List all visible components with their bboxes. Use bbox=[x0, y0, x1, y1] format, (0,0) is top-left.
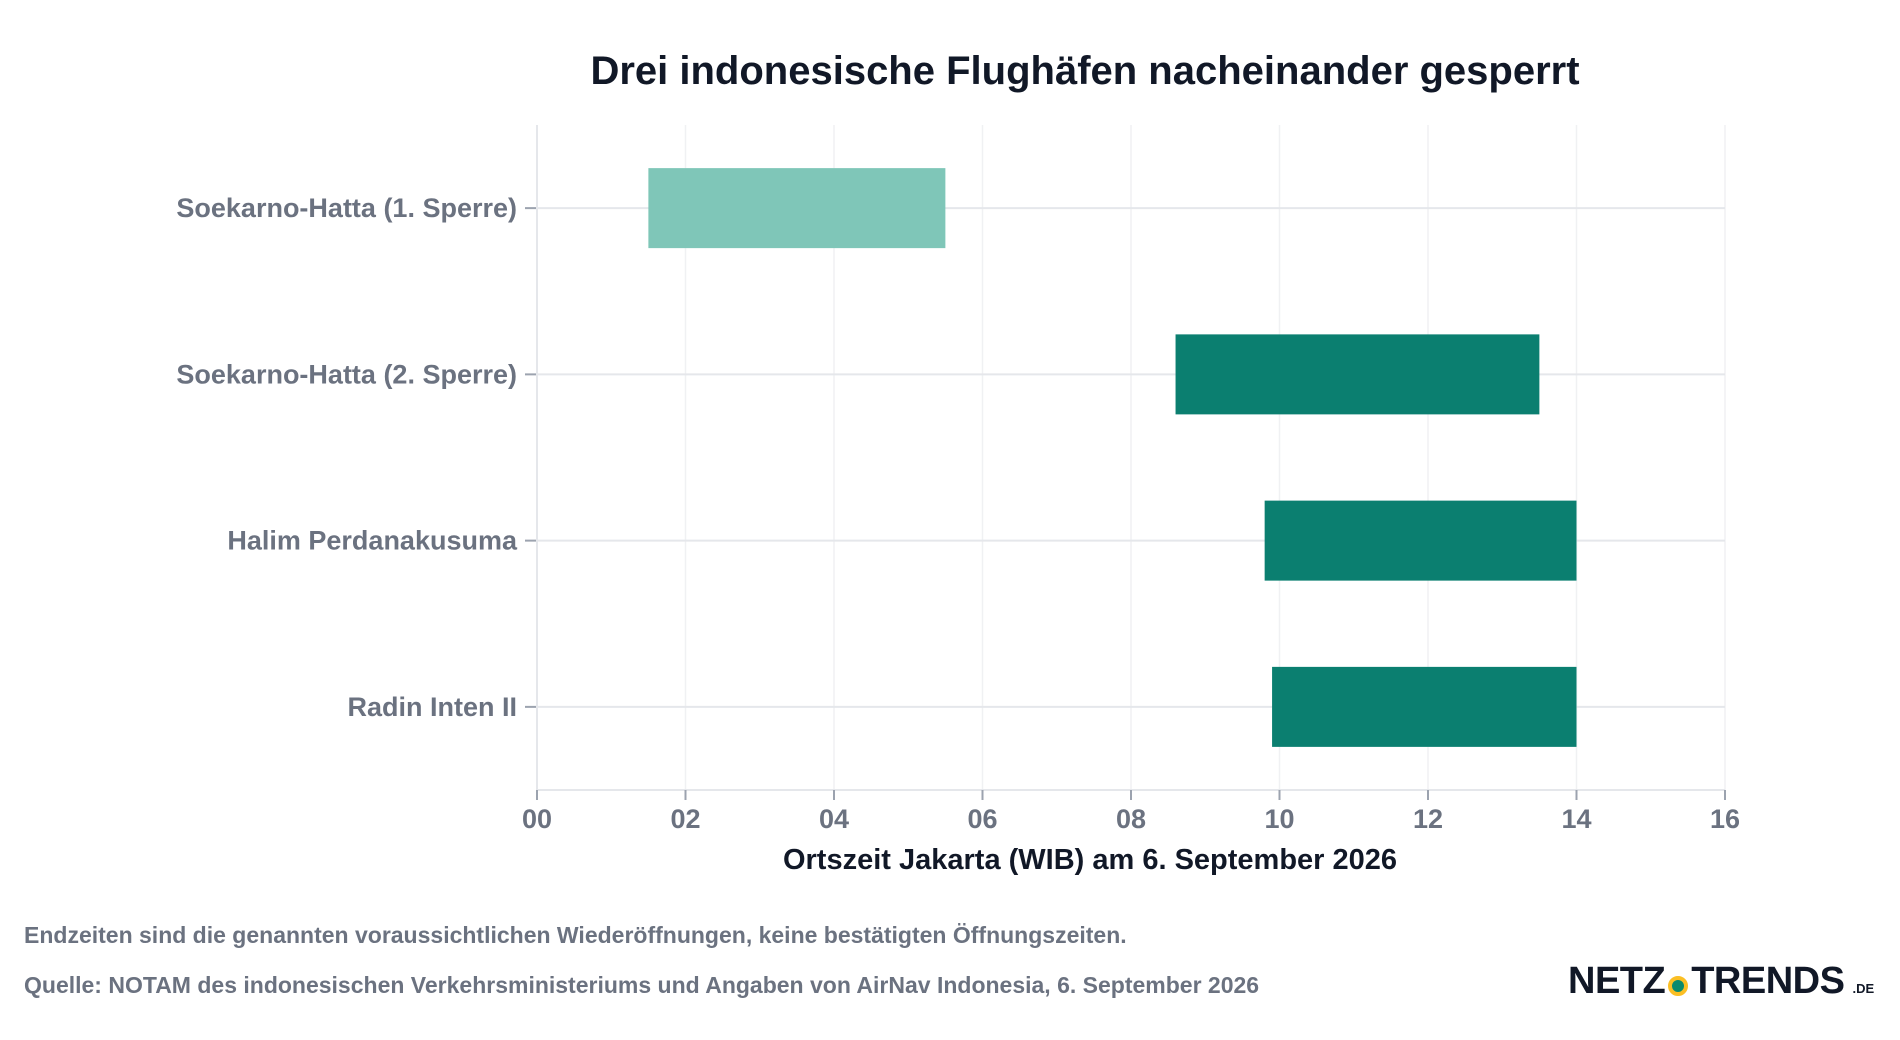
bar-group bbox=[648, 168, 1577, 747]
netztrends-logo: NETZ TRENDS .DE bbox=[1568, 950, 1874, 1000]
x-tick-label: 02 bbox=[670, 804, 700, 834]
x-axis: 00 02 04 06 08 10 12 14 16 bbox=[522, 125, 1740, 834]
gantt-chart: Drei indonesische Flughäfen nacheinander… bbox=[176, 49, 1740, 876]
x-tick-label: 14 bbox=[1561, 804, 1591, 834]
category-label: Halim Perdanakusuma bbox=[227, 526, 518, 556]
x-tick-label: 10 bbox=[1264, 804, 1294, 834]
x-tick-label: 04 bbox=[819, 804, 849, 834]
category-label: Radin Inten II bbox=[347, 692, 517, 722]
x-tick-label: 16 bbox=[1710, 804, 1740, 834]
source-note: Quelle: NOTAM des indonesischen Verkehrs… bbox=[24, 972, 1260, 998]
x-tick-label: 06 bbox=[967, 804, 997, 834]
x-axis-title: Ortszeit Jakarta (WIB) am 6. September 2… bbox=[783, 844, 1397, 876]
bar bbox=[1264, 500, 1577, 581]
logo-dot-icon bbox=[1668, 976, 1689, 996]
category-label: Soekarno-Hatta (1. Sperre) bbox=[176, 193, 517, 223]
category-label: Soekarno-Hatta (2. Sperre) bbox=[176, 359, 517, 389]
bar bbox=[1175, 334, 1540, 415]
chart-title: Drei indonesische Flughäfen nacheinander… bbox=[590, 49, 1579, 93]
bar bbox=[648, 168, 946, 249]
x-tick-label: 12 bbox=[1413, 804, 1443, 834]
bar bbox=[1272, 666, 1577, 747]
logo-tld: .DE bbox=[1852, 981, 1875, 996]
logo-left-word: NETZ bbox=[1568, 960, 1666, 1002]
x-tick-label: 00 bbox=[522, 804, 552, 834]
category-labels: Soekarno-Hatta (1. Sperre) Soekarno-Hatta… bbox=[176, 193, 518, 722]
footnote: Endzeiten sind die genannten voraussicht… bbox=[24, 922, 1127, 948]
x-tick-label: 08 bbox=[1116, 804, 1146, 834]
logo-right-word: TRENDS bbox=[1691, 960, 1845, 1002]
